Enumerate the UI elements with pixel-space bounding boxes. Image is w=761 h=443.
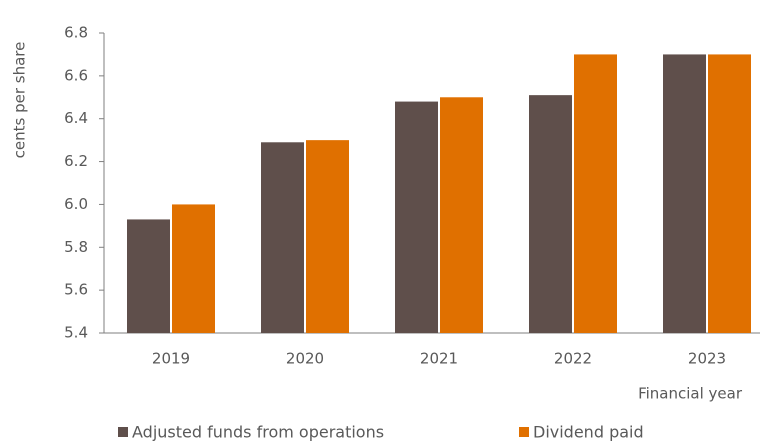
legend-label: Dividend paid: [533, 423, 644, 442]
legend-label: Adjusted funds from operations: [132, 423, 384, 442]
bar: [708, 54, 751, 334]
y-tick-label: 6.4: [64, 109, 88, 127]
x-tick-label: 2021: [420, 350, 458, 368]
bar: [261, 142, 304, 333]
bar: [306, 140, 349, 333]
bar: [172, 204, 215, 333]
y-axis-label: cents per share: [11, 42, 29, 159]
x-axis-label: Financial year: [638, 385, 743, 403]
y-tick-label: 6.6: [64, 66, 88, 84]
bar: [574, 54, 617, 334]
legend-swatch: [118, 427, 128, 437]
x-tick-label: 2022: [554, 350, 592, 368]
y-tick-label: 6.2: [64, 152, 88, 170]
bar: [529, 95, 572, 334]
bar: [395, 101, 438, 333]
legend-swatch: [519, 427, 529, 437]
y-tick-label: 5.6: [64, 281, 88, 299]
x-tick-label: 2020: [286, 350, 324, 368]
y-tick-label: 5.4: [64, 324, 88, 342]
y-tick-label: 5.8: [64, 238, 88, 256]
y-tick-label: 6.0: [64, 195, 88, 213]
bar: [440, 97, 483, 334]
bar: [663, 54, 706, 334]
x-tick-label: 2019: [152, 350, 190, 368]
y-tick-label: 6.8: [64, 24, 88, 42]
x-tick-label: 2023: [688, 350, 726, 368]
bar: [127, 219, 170, 333]
